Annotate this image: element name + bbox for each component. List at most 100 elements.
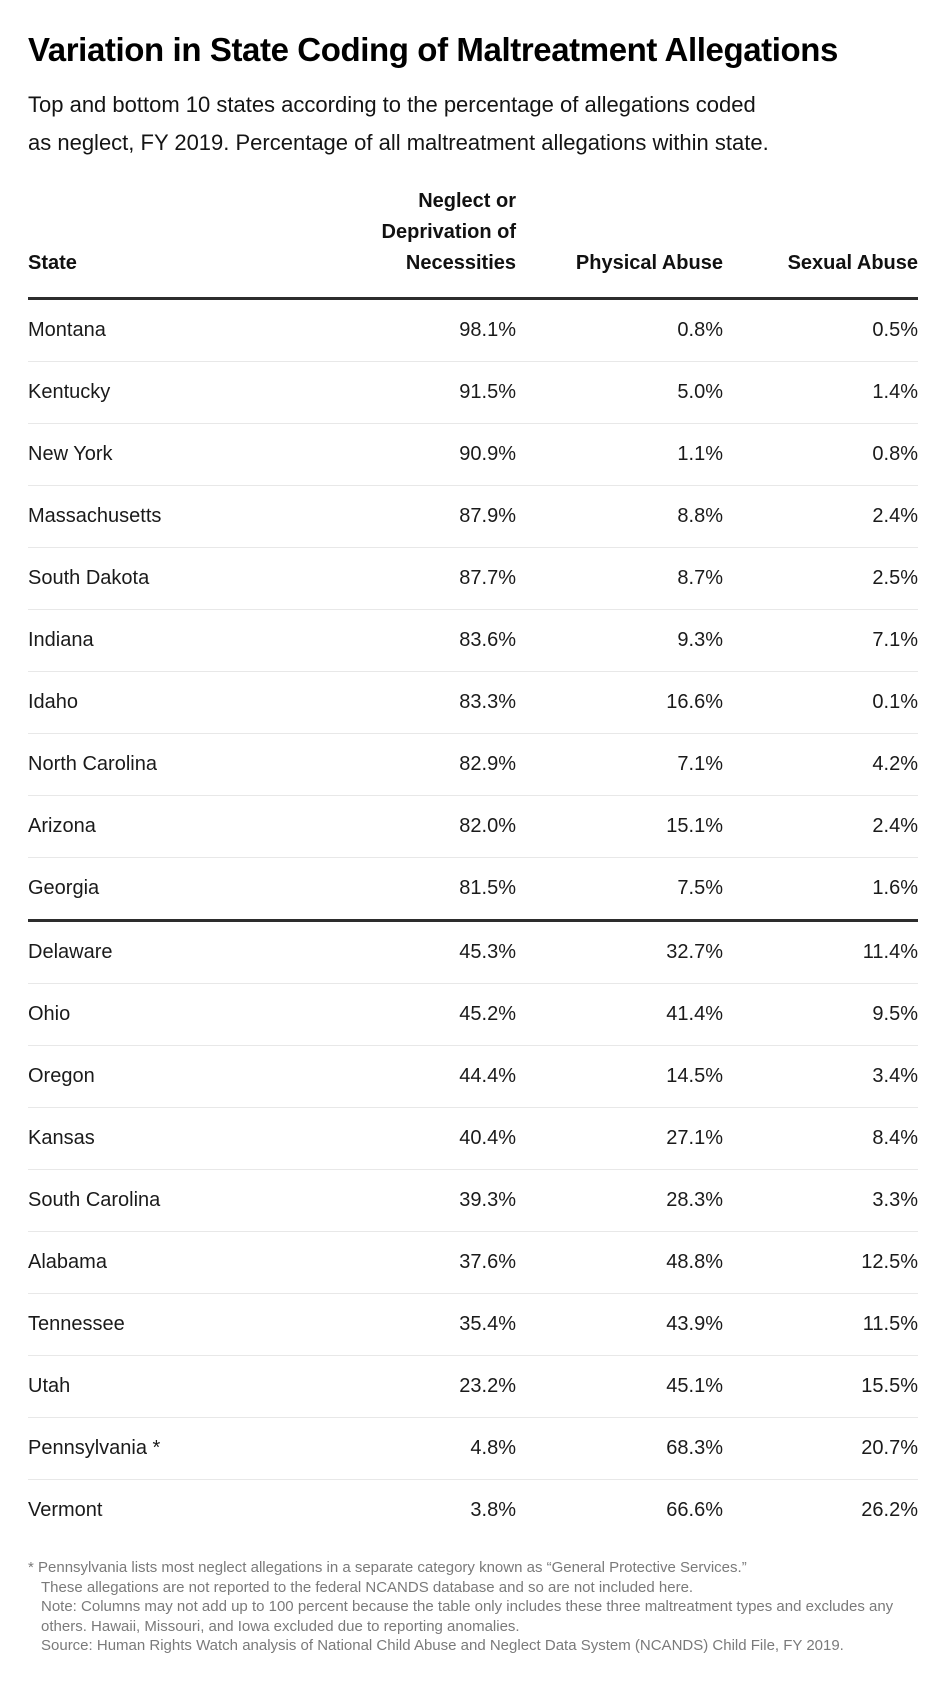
physical-abuse-value-cell: 8.7%	[516, 547, 723, 610]
neglect-value-cell: 91.5%	[320, 361, 516, 424]
physical-abuse-value-cell: 5.0%	[516, 361, 723, 424]
physical-abuse-value-cell: 16.6%	[516, 671, 723, 734]
state-cell: Utah	[28, 1355, 320, 1418]
sexual-abuse-value-cell: 7.1%	[723, 609, 918, 672]
sexual-abuse-value-cell: 15.5%	[723, 1355, 918, 1418]
sexual-abuse-value-cell: 20.7%	[723, 1417, 918, 1480]
sexual-abuse-value-cell: 26.2%	[861, 1499, 918, 1521]
neglect-value-cell: 82.9%	[320, 733, 516, 796]
sexual-abuse-value-cell: 11.4%	[723, 920, 918, 984]
sexual-abuse-value-cell: 0.8%	[723, 423, 918, 486]
physical-abuse-value-cell: 32.7%	[516, 920, 723, 984]
sexual-abuse-value-cell: 12.5%	[723, 1231, 918, 1294]
table-row: North Carolina 82.9% 7.1% 4.2%	[28, 733, 918, 796]
top-10-states-group: Montana 98.1% 0.8% 0.5% Kentucky 91.5% 5.0% 1.4…	[28, 298, 918, 922]
neglect-value-cell: 83.6%	[320, 609, 516, 672]
footnote-source: Source: Human Rights Watch analysis of N…	[41, 1637, 844, 1654]
state-cell: Oregon	[28, 1045, 320, 1108]
physical-abuse-value-cell: 45.1%	[516, 1355, 723, 1418]
physical-abuse-value-cell: 41.4%	[516, 983, 723, 1046]
table-row: Pennsylvania * 4.8% 68.3% 20.7%	[28, 1417, 918, 1480]
sexual-abuse-value-cell: 0.5%	[723, 298, 918, 362]
state-cell: Vermont	[28, 1499, 103, 1521]
table-row: Tennessee 35.4% 43.9% 11.5%	[28, 1293, 918, 1356]
state-cell: North Carolina	[28, 733, 320, 796]
physical-abuse-value-cell: 15.1%	[516, 795, 723, 858]
sexual-abuse-value-cell: 11.5%	[723, 1293, 918, 1356]
state-cell: Kentucky	[28, 361, 320, 424]
table-row: Montana 98.1% 0.8% 0.5%	[28, 298, 918, 362]
footnotes-block: * Pennsylvania lists most neglect allega…	[28, 1558, 918, 1656]
table-row: Kentucky 91.5% 5.0% 1.4%	[28, 361, 918, 424]
figure-subtitle: Top and bottom 10 states according to th…	[28, 86, 918, 162]
sexual-abuse-value-cell: 2.4%	[723, 485, 918, 548]
physical-abuse-value-cell: 28.3%	[516, 1169, 723, 1232]
sexual-abuse-value-cell: 1.6%	[723, 857, 918, 922]
state-maltreatment-table: State Neglect or Deprivation of Necessit…	[28, 186, 918, 1541]
table-row: Massachusetts 87.9% 8.8% 2.4%	[28, 485, 918, 548]
state-cell: Massachusetts	[28, 485, 320, 548]
physical-abuse-value-cell: 14.5%	[516, 1045, 723, 1108]
physical-abuse-value-cell: 43.9%	[516, 1293, 723, 1356]
table-row: Georgia 81.5% 7.5% 1.6%	[28, 857, 918, 922]
table-row: Arizona 82.0% 15.1% 2.4%	[28, 795, 918, 858]
neglect-value-cell: 82.0%	[320, 795, 516, 858]
sexual-abuse-value-cell: 3.4%	[723, 1045, 918, 1108]
neglect-value-cell: 87.7%	[320, 547, 516, 610]
sexual-abuse-value-cell: 1.4%	[723, 361, 918, 424]
table-header: State Neglect or Deprivation of Necessit…	[28, 186, 918, 300]
sexual-abuse-value-cell: 9.5%	[723, 983, 918, 1046]
state-cell: Indiana	[28, 609, 320, 672]
state-cell: Arizona	[28, 795, 320, 858]
column-header-state: State	[28, 186, 320, 300]
physical-abuse-value-cell: 1.1%	[516, 423, 723, 486]
state-cell: Delaware	[28, 920, 320, 984]
neglect-value-cell: 35.4%	[320, 1293, 516, 1356]
table-row: Indiana 83.6% 9.3% 7.1%	[28, 609, 918, 672]
column-header-physical-abuse: Physical Abuse	[516, 186, 723, 300]
physical-abuse-value-cell: 27.1%	[516, 1107, 723, 1170]
neglect-value-cell: 87.9%	[320, 485, 516, 548]
neglect-value-cell: 45.2%	[320, 983, 516, 1046]
table-row: Alabama 37.6% 48.8% 12.5%	[28, 1231, 918, 1294]
table-row: Utah 23.2% 45.1% 15.5%	[28, 1355, 918, 1418]
state-cell: Montana	[28, 298, 320, 362]
footnote-note: Note: Columns may not add up to 100 perc…	[41, 1598, 894, 1635]
state-cell: Alabama	[28, 1231, 320, 1294]
sexual-abuse-value-cell: 3.3%	[723, 1169, 918, 1232]
table-row: Ohio 45.2% 41.4% 9.5%	[28, 983, 918, 1046]
subtitle-line-1: Top and bottom 10 states according to th…	[28, 92, 756, 117]
table-row: South Carolina 39.3% 28.3% 3.3%	[28, 1169, 918, 1232]
state-cell: South Dakota	[28, 547, 320, 610]
neglect-value-cell: 37.6%	[320, 1231, 516, 1294]
physical-abuse-value-cell: 7.1%	[516, 733, 723, 796]
state-cell: Pennsylvania *	[28, 1417, 320, 1480]
neglect-value-cell: 90.9%	[320, 423, 516, 486]
sexual-abuse-value-cell: 8.4%	[723, 1107, 918, 1170]
figure-title: Variation in State Coding of Maltreatmen…	[28, 31, 839, 68]
neglect-value-cell: 83.3%	[320, 671, 516, 734]
neglect-value-cell: 98.1%	[320, 298, 516, 362]
state-cell: Georgia	[28, 857, 320, 922]
state-cell: Kansas	[28, 1107, 320, 1170]
table-row: South Dakota 87.7% 8.7% 2.5%	[28, 547, 918, 610]
neglect-value-cell: 3.8%	[470, 1499, 516, 1521]
bottom-10-states-group: Delaware 45.3% 32.7% 11.4% Ohio 45.2% 41.4% 9.5…	[28, 920, 918, 1542]
column-header-neglect: Neglect or Deprivation of Necessities	[320, 186, 516, 300]
table-row: Idaho 83.3% 16.6% 0.1%	[28, 671, 918, 734]
physical-abuse-value-cell: 68.3%	[516, 1417, 723, 1480]
column-header-sexual-abuse: Sexual Abuse	[723, 186, 918, 300]
neglect-value-cell: 39.3%	[320, 1169, 516, 1232]
physical-abuse-value-cell: 8.8%	[516, 485, 723, 548]
physical-abuse-value-cell: 9.3%	[516, 609, 723, 672]
state-cell: South Carolina	[28, 1169, 320, 1232]
table-row: Delaware 45.3% 32.7% 11.4%	[28, 920, 918, 984]
neglect-value-cell: 4.8%	[320, 1417, 516, 1480]
neglect-value-cell: 40.4%	[320, 1107, 516, 1170]
table-row: Kansas 40.4% 27.1% 8.4%	[28, 1107, 918, 1170]
state-cell: Ohio	[28, 983, 320, 1046]
physical-abuse-value-cell: 7.5%	[516, 857, 723, 922]
physical-abuse-value-cell: 0.8%	[516, 298, 723, 362]
header-row: State Neglect or Deprivation of Necessit…	[28, 186, 918, 300]
